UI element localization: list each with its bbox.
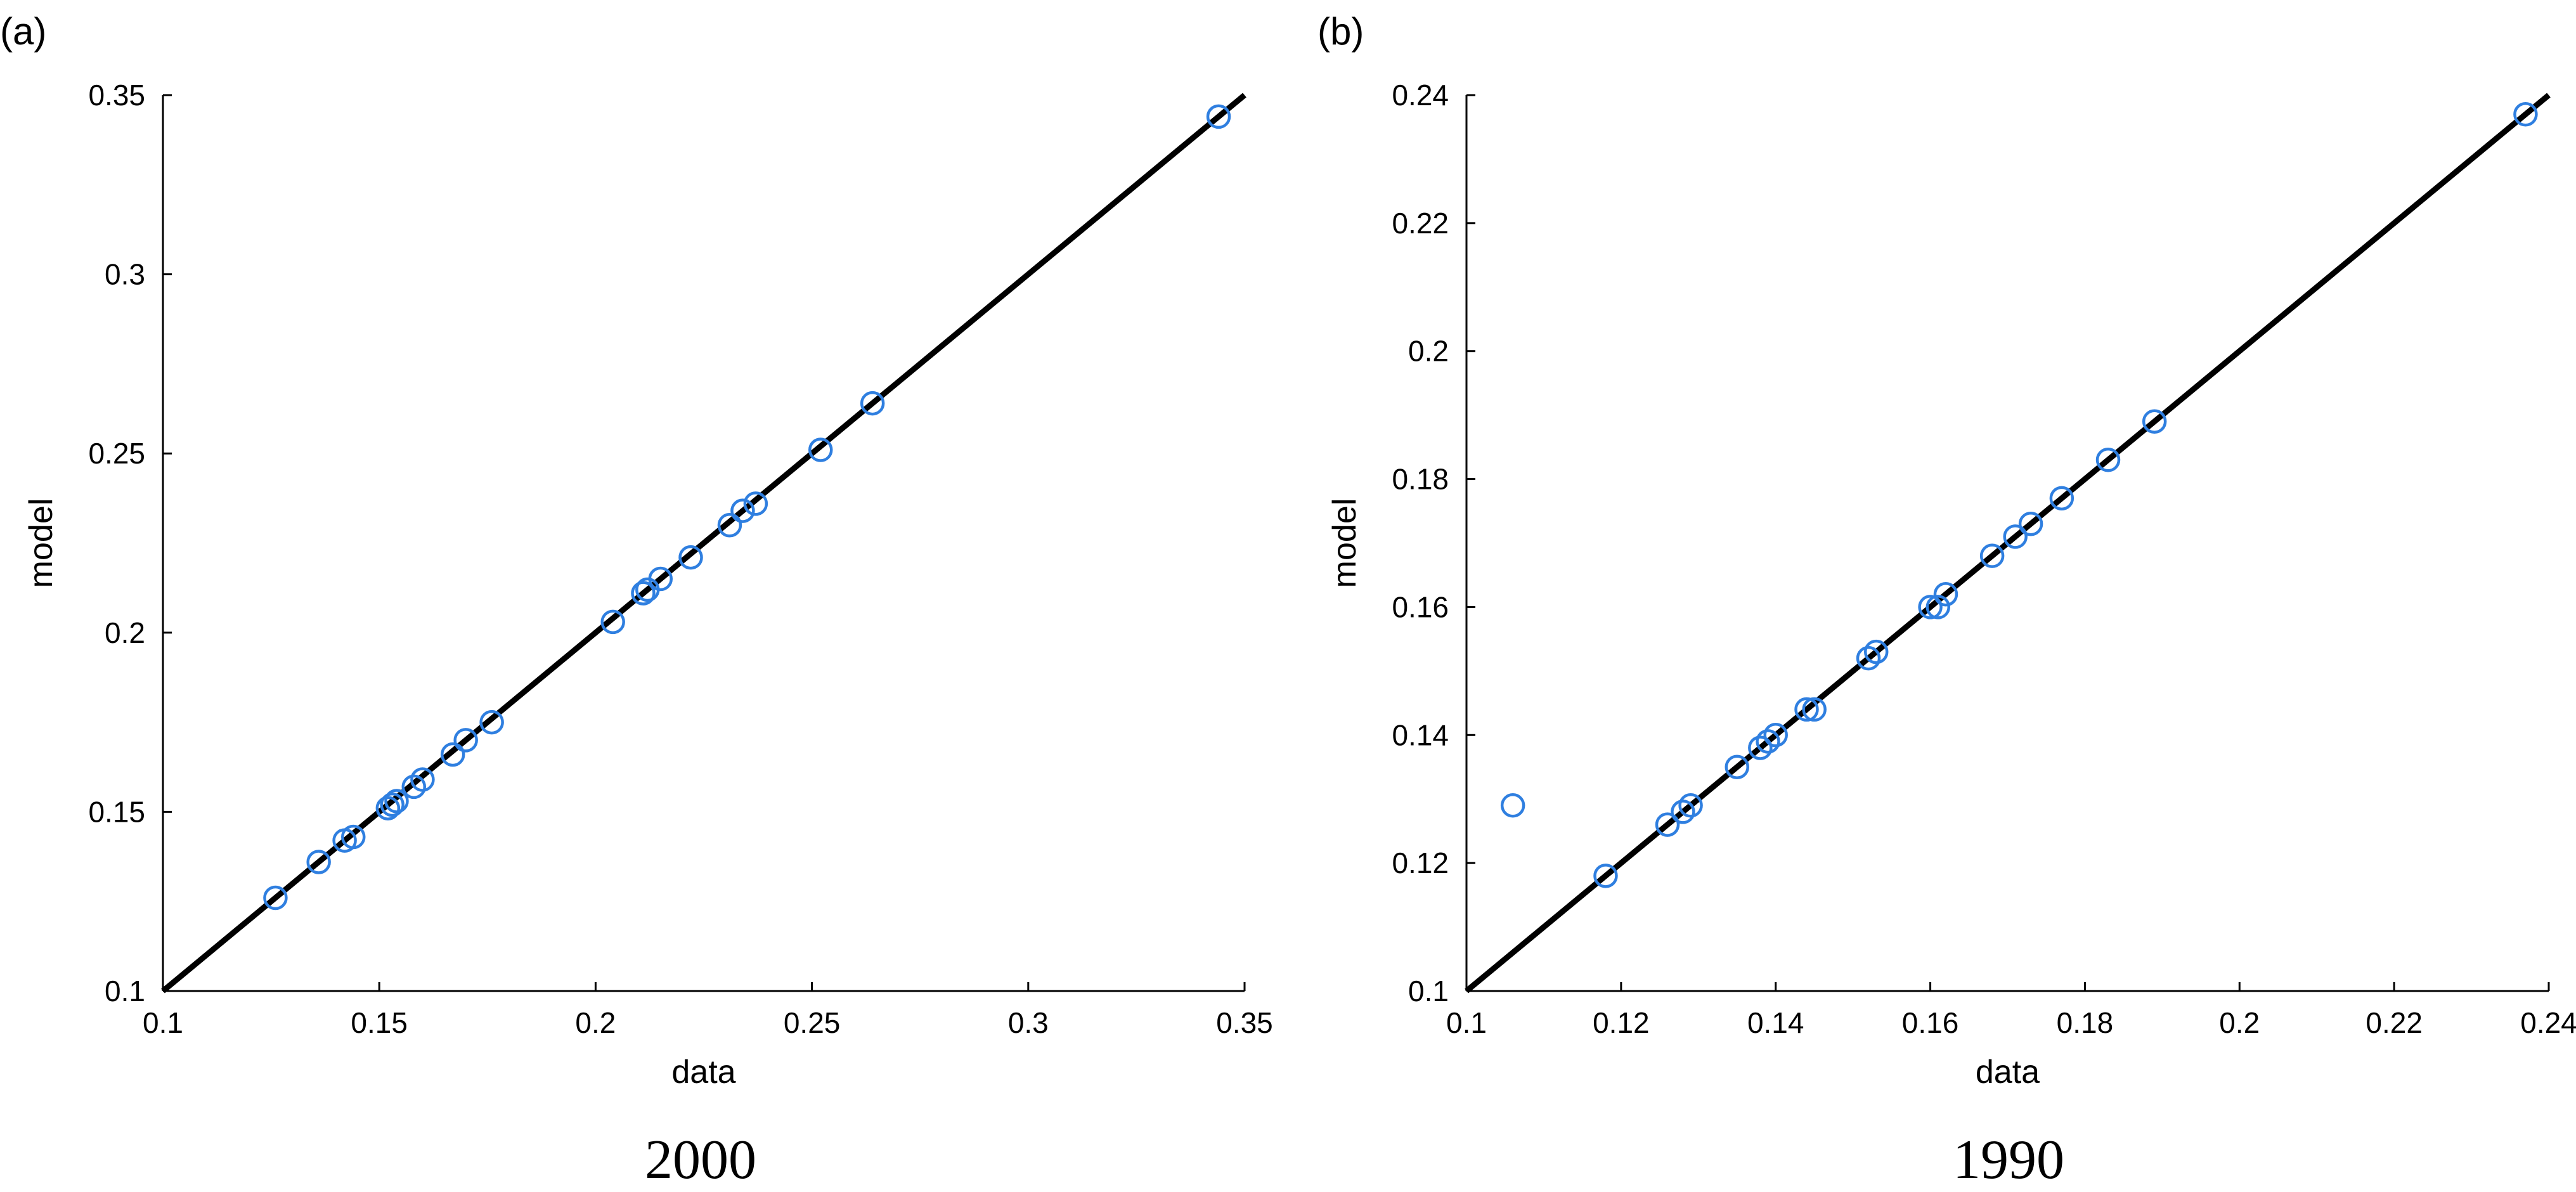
data-point <box>453 728 478 753</box>
data-point <box>401 774 427 800</box>
year-caption: 2000 <box>645 1129 756 1191</box>
y-tick-label: 0.22 <box>1392 207 1449 240</box>
x-tick-label: 0.2 <box>2219 1006 2260 1039</box>
data-point <box>1979 543 2005 568</box>
x-tick-label: 0.24 <box>2520 1006 2576 1039</box>
data-point <box>600 609 625 635</box>
x-tick-label: 0.12 <box>1593 1006 1650 1039</box>
data-point <box>375 796 401 820</box>
data-point <box>1593 864 1618 888</box>
x-tick-label: 0.2 <box>575 1006 616 1039</box>
data-point <box>1863 639 1889 664</box>
panel-label: (a) <box>0 10 46 53</box>
x-tick-label: 0.22 <box>2366 1006 2423 1039</box>
y-tick-label: 0.25 <box>88 437 145 470</box>
year-caption: 1990 <box>1953 1129 2064 1191</box>
data-point <box>1671 800 1695 824</box>
data-point <box>730 498 755 523</box>
y-tick-label: 0.14 <box>1392 718 1449 751</box>
data-point <box>380 792 405 817</box>
x-tick-label: 0.1 <box>143 1006 183 1039</box>
x-tick-label: 0.18 <box>2057 1006 2114 1039</box>
x-tick-label: 0.14 <box>1747 1006 1804 1039</box>
data-point <box>341 824 366 850</box>
y-tick-label: 0.24 <box>1392 79 1449 112</box>
x-tick-label: 0.25 <box>784 1006 841 1039</box>
y-tick-label: 0.1 <box>1408 975 1449 1007</box>
x-tick-label: 0.15 <box>351 1006 408 1039</box>
y-tick-label: 0.16 <box>1392 590 1449 623</box>
data-point <box>678 545 703 570</box>
data-point <box>717 512 742 538</box>
data-point <box>631 581 656 606</box>
data-point <box>1500 793 1525 818</box>
y-axis-label: model <box>23 498 60 588</box>
data-point <box>2513 102 2538 127</box>
data-point <box>1655 812 1680 837</box>
data-point <box>648 566 673 592</box>
data-point <box>1856 645 1881 671</box>
y-tick-label: 0.12 <box>1392 846 1449 879</box>
data-point <box>860 391 885 416</box>
x-tick-label: 0.16 <box>1902 1006 1959 1039</box>
y-tick-label: 0.2 <box>105 616 145 649</box>
data-point <box>743 491 768 516</box>
data-point <box>2003 524 2028 549</box>
data-point <box>263 885 288 910</box>
y-tick-label: 0.1 <box>105 975 145 1007</box>
x-tick-label: 0.1 <box>1446 1006 1487 1039</box>
x-axis-label: data <box>671 1054 735 1091</box>
data-point <box>1926 595 1951 619</box>
reference-line <box>161 93 1246 994</box>
data-point <box>1756 729 1780 754</box>
data-point <box>1763 723 1788 748</box>
y-tick-label: 0.18 <box>1392 463 1449 496</box>
data-point <box>2049 486 2074 511</box>
data-point <box>2142 409 2167 434</box>
data-point <box>808 437 833 462</box>
data-point <box>1725 755 1749 779</box>
data-point <box>306 850 331 874</box>
x-tick-label: 0.3 <box>1008 1006 1049 1039</box>
y-tick-label: 0.35 <box>88 79 145 112</box>
y-tick-label: 0.3 <box>105 258 145 291</box>
data-point <box>1802 697 1827 722</box>
panel-label: (b) <box>1317 10 1364 53</box>
data-point <box>1794 697 1819 722</box>
data-point <box>410 767 435 792</box>
x-axis-label: data <box>1976 1054 2040 1091</box>
data-point <box>1206 104 1231 129</box>
y-tick-label: 0.15 <box>88 795 145 828</box>
data-point <box>384 789 409 813</box>
data-point <box>1918 595 1943 619</box>
y-tick-label: 0.2 <box>1408 335 1449 368</box>
data-point <box>2018 511 2043 536</box>
data-point <box>1933 581 1958 607</box>
data-point <box>440 742 465 767</box>
data-point <box>1748 735 1773 760</box>
data-point <box>2095 448 2121 472</box>
x-tick-label: 0.35 <box>1216 1006 1273 1039</box>
data-point <box>479 709 504 735</box>
y-axis-label: model <box>1326 498 1363 588</box>
data-point <box>1678 793 1703 818</box>
